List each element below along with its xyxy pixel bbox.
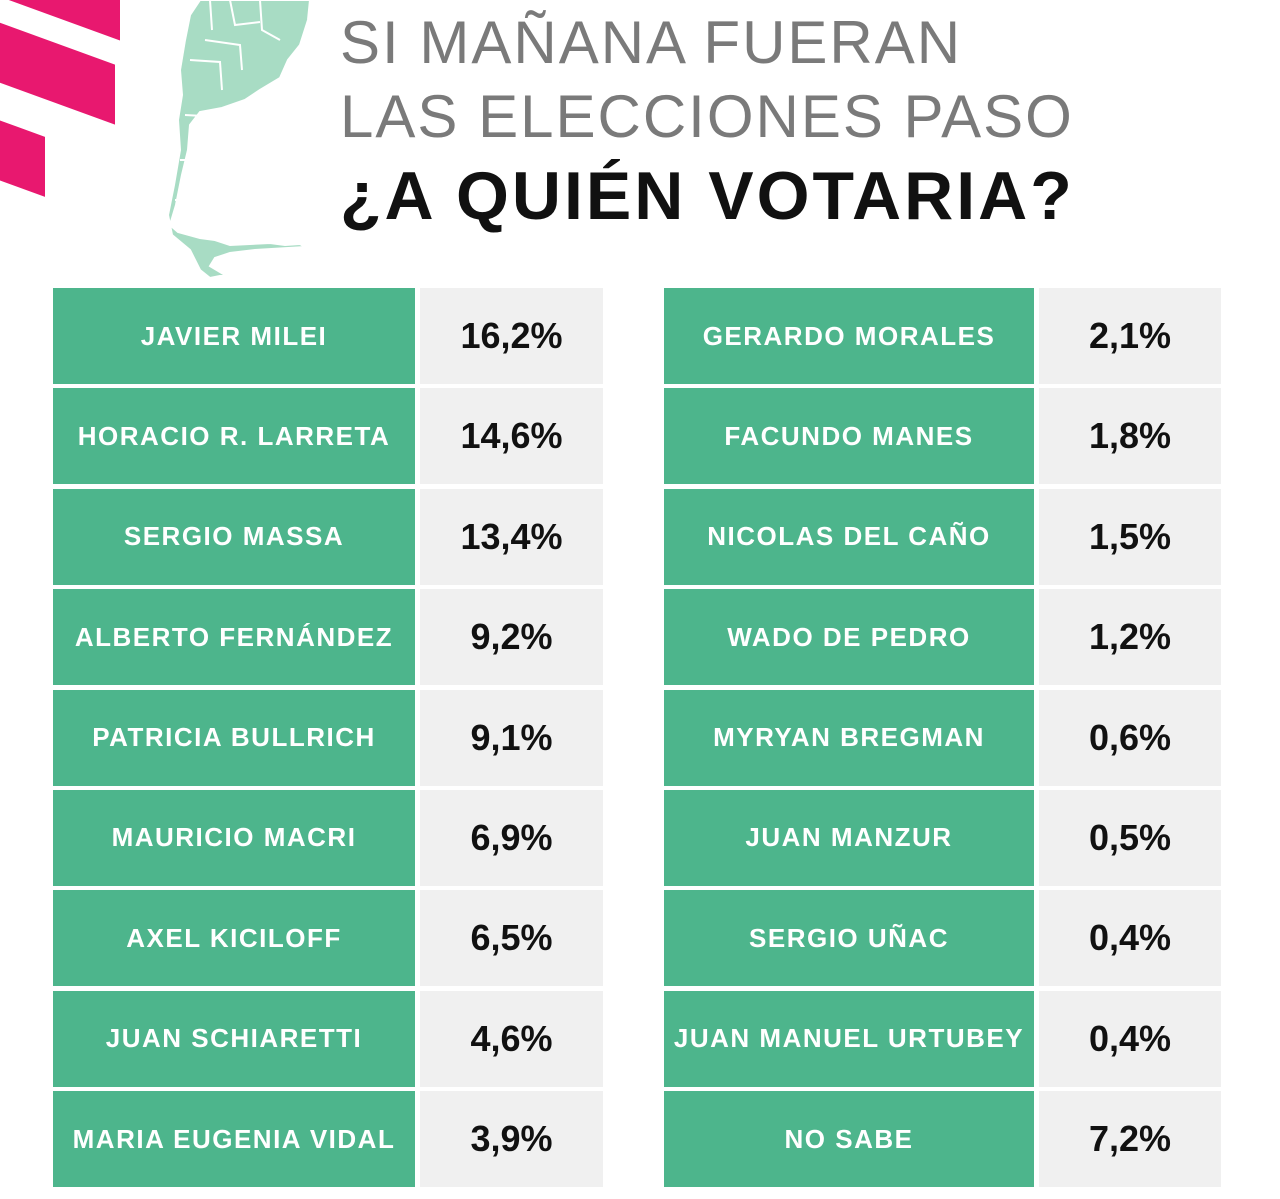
page-title: SI MAÑANA FUERAN LAS ELECCIONES PASO ¿A … bbox=[340, 6, 1240, 238]
vote-percentage: 0,4% bbox=[1039, 990, 1221, 1087]
candidate-name: JUAN MANUEL URTUBEY bbox=[664, 990, 1034, 1087]
candidate-name: SERGIO MASSA bbox=[53, 488, 415, 585]
candidate-name: NICOLAS DEL CAÑO bbox=[664, 488, 1034, 585]
candidate-name: FACUNDO MANES bbox=[664, 388, 1034, 485]
vote-percentage: 9,1% bbox=[420, 689, 603, 786]
table-row: ALBERTO FERNÁNDEZ 9,2% bbox=[53, 589, 603, 686]
candidate-name: WADO DE PEDRO bbox=[664, 589, 1034, 686]
table-row: JUAN MANZUR 0,5% bbox=[664, 789, 1221, 886]
brand-stripe bbox=[0, 113, 45, 197]
table-row: NICOLAS DEL CAÑO 1,5% bbox=[664, 488, 1221, 585]
argentina-map-icon bbox=[166, 0, 312, 280]
vote-percentage: 14,6% bbox=[420, 388, 603, 485]
table-row: JAVIER MILEI 16,2% bbox=[53, 288, 603, 384]
results-table-left: JAVIER MILEI 16,2% HORACIO R. LARRETA 14,6%… bbox=[53, 288, 603, 1192]
vote-percentage: 7,2% bbox=[1039, 1091, 1221, 1188]
candidate-name: NO SABE bbox=[664, 1091, 1034, 1188]
candidate-name: MAURICIO MACRI bbox=[53, 789, 415, 886]
title-question: ¿A QUIÉN VOTARIA? bbox=[340, 158, 1075, 234]
candidate-name: PATRICIA BULLRICH bbox=[53, 689, 415, 786]
candidate-name: ALBERTO FERNÁNDEZ bbox=[53, 589, 415, 686]
results-table-right: GERARDO MORALES 2,1% FACUNDO MANES 1,8% NICO… bbox=[664, 288, 1221, 1192]
vote-percentage: 3,9% bbox=[420, 1091, 603, 1188]
candidate-name: AXEL KICILOFF bbox=[53, 890, 415, 987]
vote-percentage: 6,9% bbox=[420, 789, 603, 886]
vote-percentage: 0,5% bbox=[1039, 789, 1221, 886]
table-row: SERGIO MASSA 13,4% bbox=[53, 488, 603, 585]
vote-percentage: 9,2% bbox=[420, 589, 603, 686]
vote-percentage: 1,2% bbox=[1039, 589, 1221, 686]
table-row: JUAN SCHIARETTI 4,6% bbox=[53, 990, 603, 1087]
table-row: SERGIO UÑAC 0,4% bbox=[664, 890, 1221, 987]
vote-percentage: 0,6% bbox=[1039, 689, 1221, 786]
candidate-name: JUAN MANZUR bbox=[664, 789, 1034, 886]
candidate-name: SERGIO UÑAC bbox=[664, 890, 1034, 987]
table-row: AXEL KICILOFF 6,5% bbox=[53, 890, 603, 987]
vote-percentage: 0,4% bbox=[1039, 890, 1221, 987]
candidate-name: HORACIO R. LARRETA bbox=[53, 388, 415, 485]
candidate-name: JAVIER MILEI bbox=[53, 288, 415, 384]
table-row: HORACIO R. LARRETA 14,6% bbox=[53, 388, 603, 485]
table-row: NO SABE 7,2% bbox=[664, 1091, 1221, 1188]
table-row: FACUNDO MANES 1,8% bbox=[664, 388, 1221, 485]
table-row: JUAN MANUEL URTUBEY 0,4% bbox=[664, 990, 1221, 1087]
candidate-name: JUAN SCHIARETTI bbox=[53, 990, 415, 1087]
vote-percentage: 4,6% bbox=[420, 990, 603, 1087]
vote-percentage: 6,5% bbox=[420, 890, 603, 987]
title-line-2: LAS ELECCIONES PASO bbox=[340, 83, 1074, 150]
vote-percentage: 1,8% bbox=[1039, 388, 1221, 485]
table-row: MYRYAN BREGMAN 0,6% bbox=[664, 689, 1221, 786]
candidate-name: MYRYAN BREGMAN bbox=[664, 689, 1034, 786]
table-row: MAURICIO MACRI 6,9% bbox=[53, 789, 603, 886]
table-row: GERARDO MORALES 2,1% bbox=[664, 288, 1221, 384]
table-row: MARIA EUGENIA VIDAL 3,9% bbox=[53, 1091, 603, 1188]
vote-percentage: 1,5% bbox=[1039, 488, 1221, 585]
vote-percentage: 2,1% bbox=[1039, 288, 1221, 384]
candidate-name: MARIA EUGENIA VIDAL bbox=[53, 1091, 415, 1188]
table-row: WADO DE PEDRO 1,2% bbox=[664, 589, 1221, 686]
title-line-1: SI MAÑANA FUERAN bbox=[340, 9, 963, 76]
candidate-name: GERARDO MORALES bbox=[664, 288, 1034, 384]
vote-percentage: 13,4% bbox=[420, 488, 603, 585]
vote-percentage: 16,2% bbox=[420, 288, 603, 384]
table-row: PATRICIA BULLRICH 9,1% bbox=[53, 689, 603, 786]
